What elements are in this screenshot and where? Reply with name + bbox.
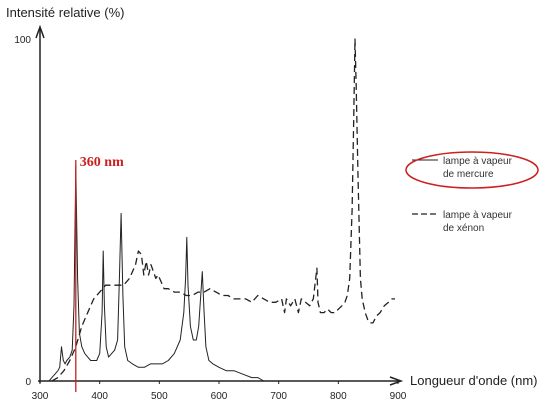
- x-tick-label: 800: [330, 391, 347, 402]
- legend-highlight-ellipse: [405, 151, 539, 189]
- x-axis-arrow: [389, 376, 404, 386]
- legend-label-xenon: lampe à vapeur de xénon: [443, 210, 513, 234]
- y-tick-label: 100: [14, 35, 31, 46]
- annotation-layer: 360 nm: [75, 155, 124, 392]
- annotation-label: 360 nm: [80, 155, 124, 170]
- x-tick-label: 600: [211, 391, 228, 402]
- y-tick-label: 0: [25, 377, 31, 388]
- legend: lampe à vapeur de mercure lampe à vapeur de…: [405, 151, 539, 234]
- x-tick-label: 900: [390, 391, 407, 402]
- legend-label-mercury: lampe à vapeur de mercure: [443, 156, 513, 180]
- y-axis-label: Intensité relative (%): [6, 5, 125, 20]
- axes: [35, 24, 404, 386]
- x-axis-label: Longueur d'onde (nm): [410, 373, 538, 388]
- tick-labels: 300 400 500 600 700 800 900 0 100: [14, 35, 406, 402]
- x-tick-label: 300: [32, 391, 49, 402]
- x-tick-label: 700: [270, 391, 287, 402]
- y-axis-arrow: [35, 24, 45, 39]
- series-line-xenon: [51, 38, 395, 382]
- series-line-mercury: [48, 165, 265, 382]
- x-tick-label: 400: [91, 391, 108, 402]
- series-layer: [48, 38, 395, 382]
- x-tick-label: 500: [151, 391, 168, 402]
